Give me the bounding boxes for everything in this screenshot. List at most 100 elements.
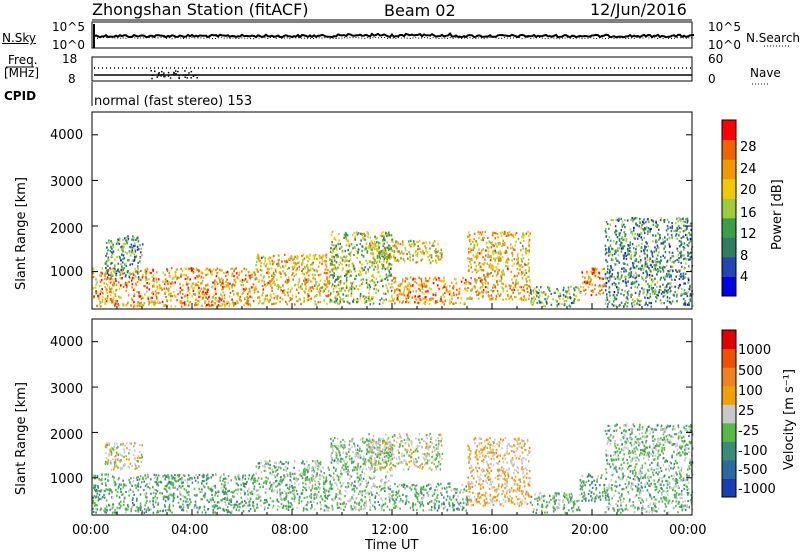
range-gate-cell <box>255 287 258 291</box>
range-gate-cell <box>469 239 472 242</box>
range-gate-cell <box>271 500 273 503</box>
range-gate-cell <box>249 508 252 511</box>
range-gate-cell <box>306 460 308 463</box>
range-gate-cell <box>260 504 262 507</box>
range-gate-cell <box>154 302 157 305</box>
range-gate-cell <box>118 270 121 273</box>
nave-dip-point <box>156 76 158 78</box>
range-gate-cell <box>119 500 122 503</box>
range-gate-cell <box>367 236 369 239</box>
range-gate-cell <box>197 481 200 484</box>
range-gate-cell <box>681 254 684 257</box>
range-gate-cell <box>614 263 617 266</box>
range-gate-cell <box>430 297 433 300</box>
range-gate-cell <box>689 285 691 288</box>
range-gate-cell <box>393 281 396 284</box>
range-gate-cell <box>248 487 250 490</box>
range-gate-cell <box>129 481 131 484</box>
range-gate-cell <box>322 481 325 484</box>
range-gate-cell <box>129 246 131 249</box>
range-gate-cell <box>687 238 689 241</box>
range-gate-cell <box>304 265 306 268</box>
range-gate-cell <box>211 474 214 477</box>
range-gate-cell <box>633 226 635 229</box>
range-gate-cell <box>223 492 225 496</box>
range-gate-cell <box>390 263 393 267</box>
range-gate-cell <box>303 279 305 282</box>
range-gate-cell <box>260 264 262 267</box>
range-gate-cell <box>479 252 481 255</box>
range-gate-cell <box>116 490 119 494</box>
range-gate-cell <box>629 294 632 297</box>
range-gate-cell <box>383 246 386 249</box>
range-gate-cell <box>395 241 397 245</box>
range-gate-cell <box>460 280 463 283</box>
range-gate-cell <box>363 301 366 304</box>
range-gate-cell <box>688 252 691 255</box>
range-gate-cell <box>376 248 378 251</box>
range-gate-cell <box>683 246 686 249</box>
range-gate-cell <box>369 299 372 302</box>
date-label: 12/Jun/2016 <box>590 0 687 19</box>
range-gate-cell <box>109 250 112 253</box>
range-gate-cell <box>265 264 267 267</box>
range-gate-cell <box>660 292 663 295</box>
range-gate-cell <box>140 247 143 250</box>
range-gate-cell <box>633 218 636 221</box>
range-gate-cell <box>381 297 383 300</box>
range-gate-cell <box>308 501 310 504</box>
range-gate-cell <box>326 283 328 286</box>
range-gate-cell <box>131 506 133 509</box>
range-gate-cell <box>415 290 417 293</box>
range-gate-cell <box>678 240 681 243</box>
range-gate-cell <box>126 282 128 285</box>
range-gate-cell <box>287 491 290 494</box>
range-gate-cell <box>131 502 134 505</box>
range-gate-cell <box>690 228 693 231</box>
range-gate-cell <box>418 247 420 250</box>
range-gate-cell <box>286 474 289 477</box>
range-gate-cell <box>427 290 429 293</box>
range-gate-cell <box>536 292 538 295</box>
range-gate-cell <box>380 250 382 253</box>
range-gate-cell <box>345 280 348 284</box>
range-gate-cell <box>175 268 178 271</box>
range-gate-cell <box>97 294 99 297</box>
range-gate-cell <box>535 290 537 293</box>
range-gate-cell <box>651 265 654 268</box>
range-gate-cell <box>646 271 648 274</box>
range-gate-cell <box>482 289 485 292</box>
range-gate-cell <box>154 290 157 293</box>
range-gate-cell <box>300 285 302 288</box>
range-gate-cell <box>305 285 307 288</box>
range-gate-cell <box>169 299 172 302</box>
power-colorbar <box>721 119 737 297</box>
range-gate-cell <box>133 293 136 296</box>
range-gate-cell <box>235 503 238 506</box>
range-gate-cell <box>320 256 323 259</box>
range-gate-cell <box>107 273 110 276</box>
range-gate-cell <box>131 299 134 302</box>
power-cbar-tick-16: 16 <box>740 206 757 221</box>
range-gate-cell <box>233 268 236 271</box>
range-gate-cell <box>634 281 636 284</box>
range-gate-cell <box>116 300 118 303</box>
range-gate-cell <box>294 496 296 499</box>
range-gate-cell <box>569 296 571 299</box>
range-gate-cell <box>533 297 535 300</box>
range-gate-cell <box>298 483 300 486</box>
range-gate-cell <box>586 280 589 283</box>
range-gate-cell <box>248 289 251 292</box>
range-gate-cell <box>624 275 626 278</box>
range-gate-cell <box>496 245 498 248</box>
range-gate-cell <box>578 299 580 302</box>
range-gate-cell <box>203 287 205 290</box>
range-gate-cell <box>484 230 486 234</box>
range-gate-cell <box>95 495 97 498</box>
range-gate-cell <box>493 249 495 252</box>
range-gate-cell <box>281 260 283 263</box>
range-gate-cell <box>218 300 220 303</box>
range-gate-cell <box>114 508 116 511</box>
range-gate-cell <box>329 294 331 297</box>
range-gate-cell <box>652 240 654 243</box>
